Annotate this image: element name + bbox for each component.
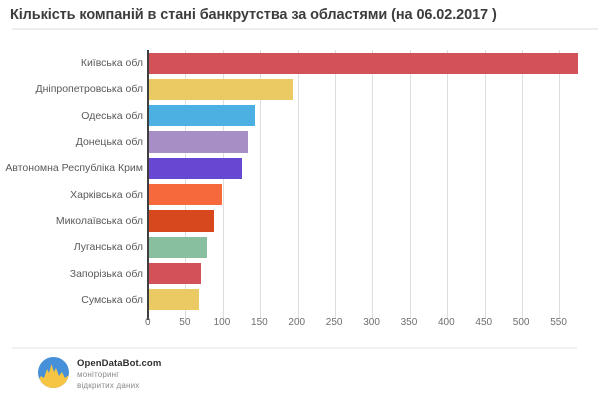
- category-label: Луганська обл: [73, 241, 143, 254]
- bar: [149, 289, 200, 311]
- opendatabot-logo: OpenDataBot.com моніторинг відкритих дан…: [38, 357, 161, 391]
- footer-text: OpenDataBot.com моніторинг відкритих дан…: [77, 357, 161, 390]
- x-tick-label: 50: [179, 317, 191, 328]
- category-label: Миколаївська обл: [55, 214, 143, 227]
- bar: [149, 52, 579, 74]
- category-label: Дніпропетровська обл: [35, 83, 143, 96]
- x-tick-label: 250: [325, 317, 343, 328]
- x-tick-label: 550: [550, 317, 567, 328]
- category-label: Запорізька обл: [69, 267, 143, 280]
- category-label: Одеська обл: [81, 109, 143, 122]
- category-label: Автономна Республіка Крим: [5, 162, 143, 175]
- gridline: [521, 50, 523, 319]
- category-label: Донецька обл: [75, 136, 143, 149]
- y-axis-line: [147, 50, 149, 320]
- category-label: Харківська обл: [70, 188, 143, 201]
- chart-title: Кількість компаній в стані банкрутства з…: [10, 7, 497, 23]
- gridline: [297, 50, 299, 319]
- footer-divider: [12, 347, 577, 349]
- bar: [149, 105, 256, 127]
- bar: [149, 184, 223, 206]
- x-axis-ticks: 0 50 100 150 200 250 300 350 400 450 500 550: [144, 317, 608, 333]
- x-tick-label: 300: [363, 317, 380, 328]
- gridline: [372, 50, 374, 319]
- bar: [149, 131, 248, 153]
- x-tick-label: 350: [400, 317, 418, 328]
- bar: [149, 157, 242, 179]
- brand-name: OpenDataBot.com: [77, 358, 162, 369]
- x-tick-label: 400: [437, 317, 455, 328]
- brand-tagline-1: моніторинг: [77, 370, 120, 379]
- category-label: Київська обл: [80, 57, 143, 70]
- x-tick-label: 0: [144, 317, 151, 328]
- bar: [149, 262, 202, 285]
- gridline: [260, 50, 262, 319]
- gridline: [447, 50, 449, 319]
- gridline: [222, 50, 224, 319]
- brand-tagline-2: відкритих даних: [77, 380, 140, 390]
- x-tick-label: 500: [512, 317, 530, 328]
- x-tick-label: 200: [288, 317, 306, 328]
- plot-area: [147, 50, 608, 320]
- title-divider: [12, 28, 598, 30]
- category-labels: Київська обл Дніпропетровська обл Одеська …: [0, 50, 143, 313]
- bar-chart: Київська обл Дніпропетровська обл Одеська …: [0, 50, 610, 328]
- x-tick-label: 100: [213, 317, 231, 328]
- gridline: [409, 50, 411, 319]
- category-label: Сумська обл: [81, 293, 143, 306]
- bar: [149, 210, 215, 232]
- gridline: [484, 50, 486, 319]
- x-tick-label: 150: [251, 317, 268, 328]
- bar: [149, 236, 207, 258]
- x-tick-label: 450: [475, 317, 493, 328]
- bar: [149, 78, 293, 101]
- opendatabot-logo-icon: [38, 357, 69, 388]
- gridline: [334, 50, 336, 319]
- gridline: [559, 50, 561, 319]
- pulse-icon: [38, 364, 69, 388]
